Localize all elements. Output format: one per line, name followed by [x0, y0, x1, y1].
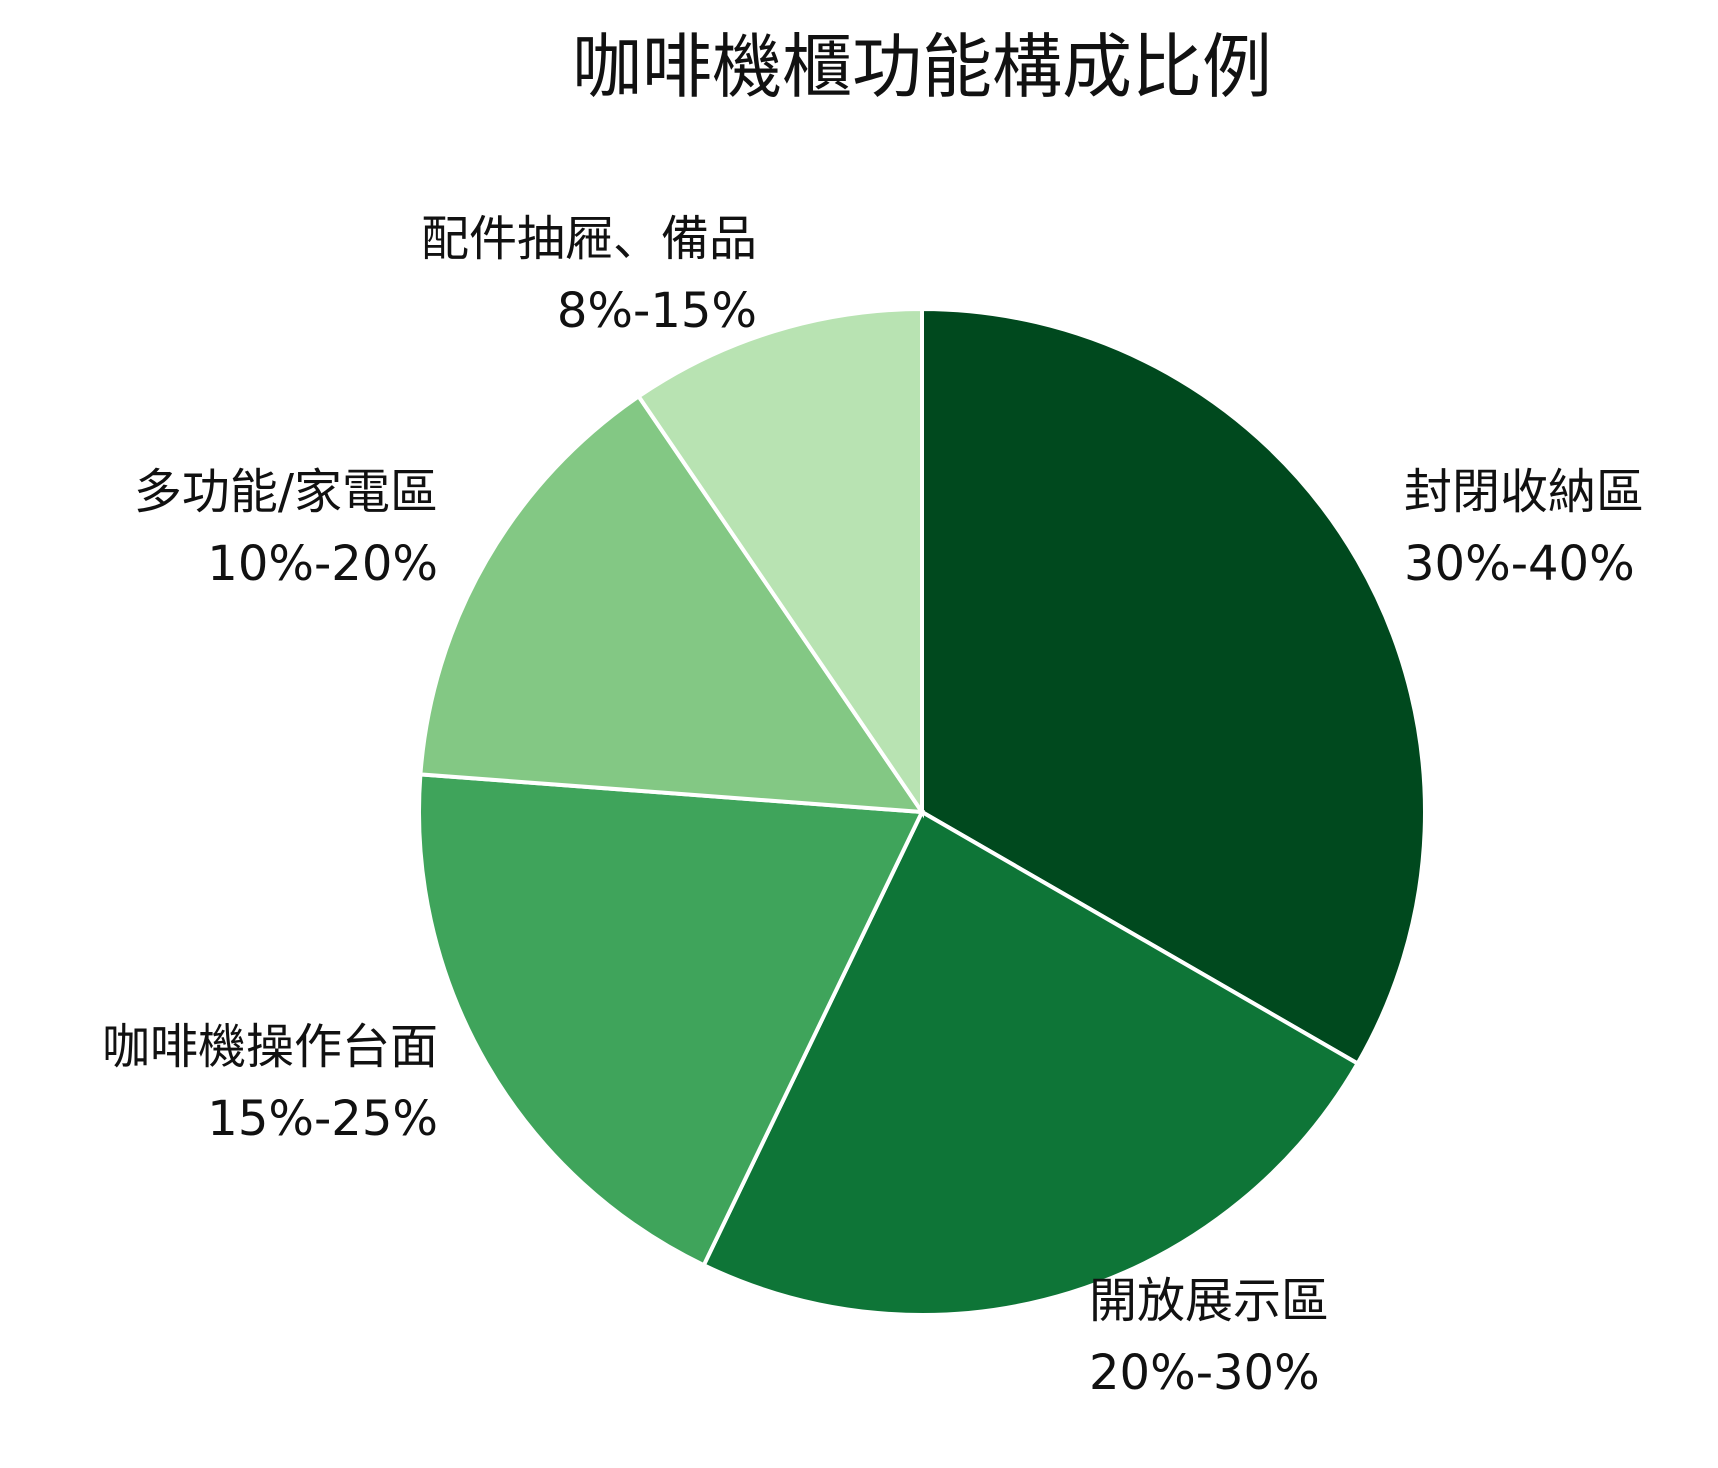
pie-slice [635, 306, 924, 819]
pie-slice [417, 772, 926, 1268]
slice-value-label: 10%-20% [207, 536, 438, 592]
slice-label: 開放展示區 [1089, 1273, 1329, 1329]
slice-label: 多功能/家電區 [134, 464, 438, 520]
chart-title: 咖啡機櫃功能構成比例 [572, 26, 1272, 108]
pie-slice [418, 393, 926, 815]
slice-label: 封閉收納區 [1404, 464, 1644, 520]
slice-value-label: 30%-40% [1404, 536, 1635, 592]
slice-value-label: 15%-25% [207, 1091, 438, 1147]
slice-label: 配件抽屜、備品 [421, 211, 757, 267]
pie-slice [920, 306, 1427, 1067]
slice-value-label: 20%-30% [1089, 1345, 1320, 1401]
pie-slice [701, 809, 1361, 1317]
slice-value-label: 8%-15% [557, 283, 757, 339]
slice-label: 咖啡機操作台面 [102, 1019, 438, 1075]
